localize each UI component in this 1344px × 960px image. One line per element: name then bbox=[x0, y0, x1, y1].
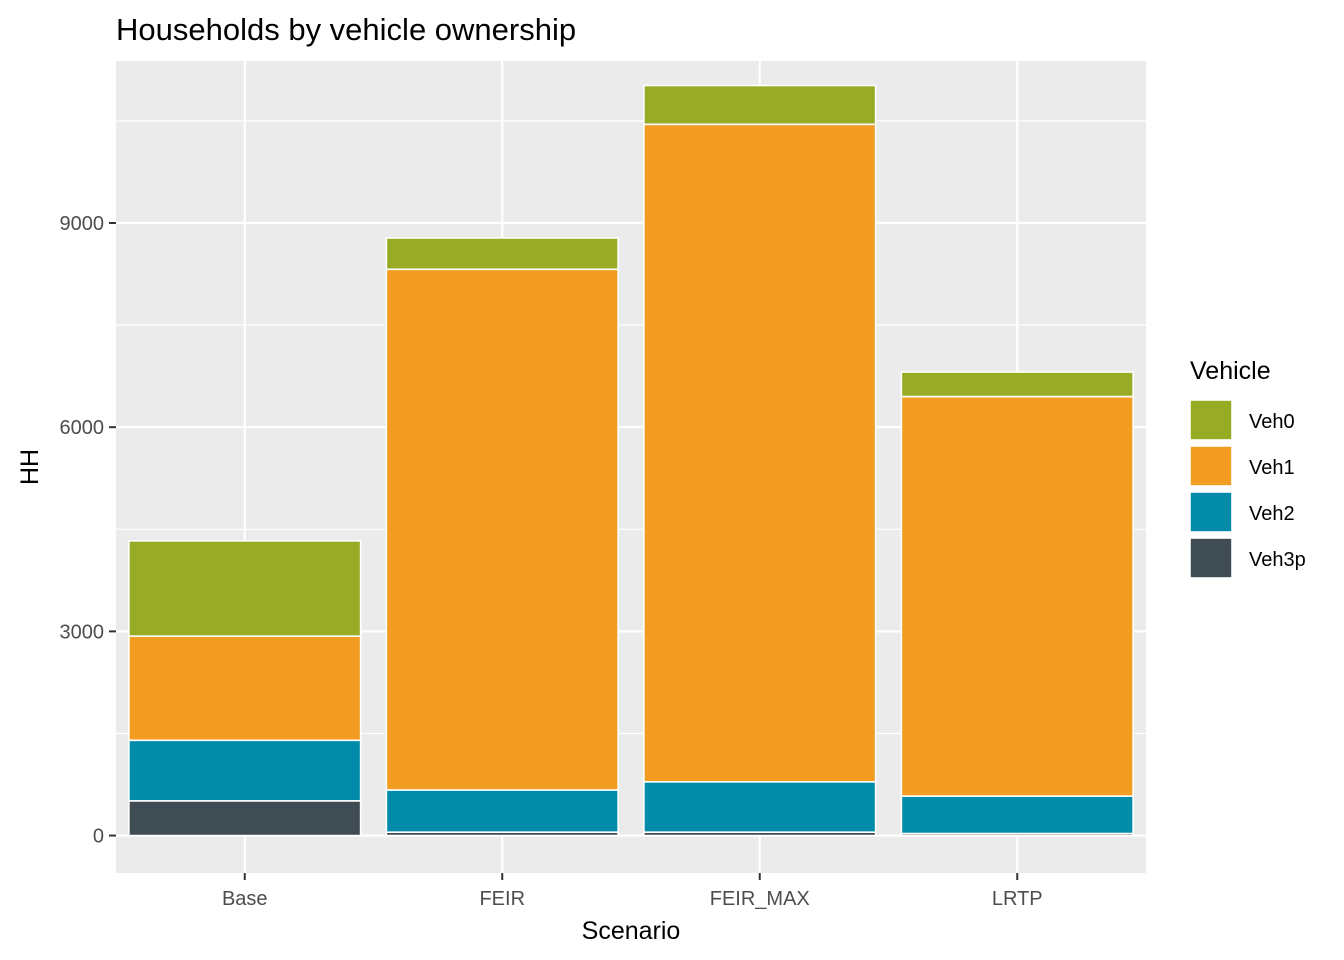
bar-segment bbox=[900, 371, 1134, 398]
legend-title: Vehicle bbox=[1190, 357, 1271, 385]
x-tick-label: FEIR_MAX bbox=[710, 888, 810, 910]
x-tick-label: Base bbox=[222, 888, 268, 910]
bar-segment bbox=[128, 540, 362, 637]
bar-segment bbox=[643, 84, 877, 126]
legend-label: Veh2 bbox=[1249, 503, 1295, 525]
bar-segment bbox=[643, 780, 877, 833]
y-axis-title: HH bbox=[16, 449, 44, 485]
bar-segment bbox=[900, 395, 1134, 797]
bar-segment bbox=[643, 123, 877, 783]
x-tick-label: FEIR bbox=[479, 888, 525, 910]
legend-key bbox=[1189, 491, 1233, 533]
bar-segment bbox=[900, 795, 1134, 835]
chart-title: Households by vehicle ownership bbox=[116, 12, 576, 47]
bar-segment bbox=[128, 800, 362, 837]
bar-segment bbox=[128, 739, 362, 802]
legend-key bbox=[1189, 399, 1233, 441]
y-tick-label: 6000 bbox=[60, 417, 105, 439]
legend-key bbox=[1189, 537, 1233, 579]
legend-label: Veh0 bbox=[1249, 411, 1295, 433]
x-tick-label: LRTP bbox=[992, 888, 1043, 910]
x-axis-title: Scenario bbox=[582, 917, 681, 945]
legend-label: Veh3p bbox=[1249, 549, 1306, 571]
bar-segment bbox=[385, 268, 619, 791]
y-tick-label: 0 bbox=[93, 826, 104, 848]
y-tick-label: 9000 bbox=[60, 213, 105, 235]
legend-label: Veh1 bbox=[1249, 457, 1295, 479]
bar-segment bbox=[385, 789, 619, 833]
axes: 0 3000 6000 9000 Base FEIR FEIR_MAX LRTP bbox=[60, 213, 1043, 910]
legend: Vehicle Veh0 Veh1 Veh2 Veh3p bbox=[1189, 357, 1306, 579]
legend-key bbox=[1189, 445, 1233, 487]
bar-segment bbox=[385, 237, 619, 271]
bars bbox=[128, 84, 1134, 837]
y-tick-label: 3000 bbox=[60, 621, 105, 643]
bar-segment bbox=[128, 635, 362, 742]
